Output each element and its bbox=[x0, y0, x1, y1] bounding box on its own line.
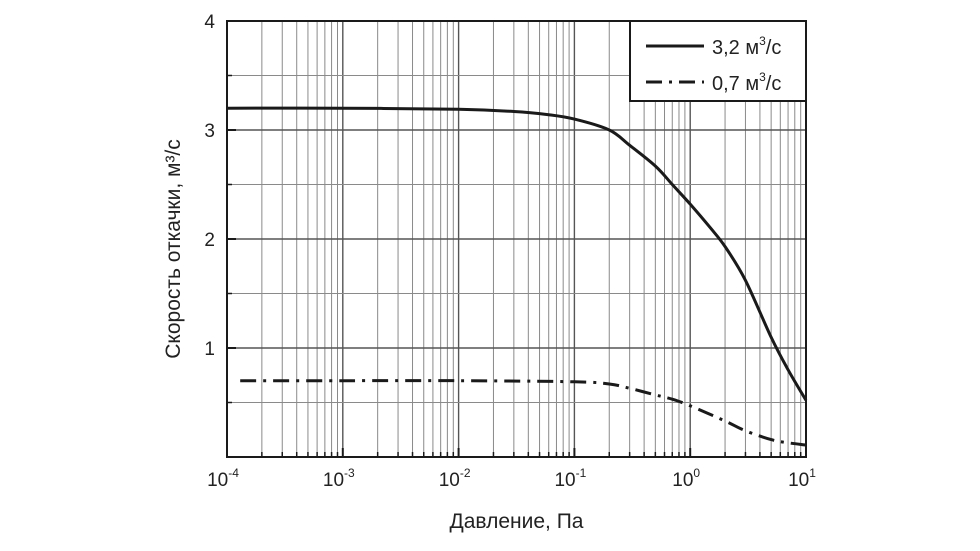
x-tick-label: 10-2 bbox=[439, 466, 471, 491]
x-axis-title: Давление, Па bbox=[450, 510, 584, 533]
series-line-2 bbox=[240, 379, 807, 447]
grid bbox=[227, 21, 806, 457]
y-tick-label: 4 bbox=[204, 12, 215, 33]
x-tick-label: 10-4 bbox=[207, 466, 239, 491]
ticks bbox=[226, 20, 807, 457]
tick-labels: 10-4 10-3 10-2 10-1 100 101 1 2 3 4 bbox=[204, 12, 816, 491]
legend-label-2: 0,7 м3/с bbox=[712, 70, 781, 95]
legend-box bbox=[629, 20, 807, 102]
y-axis-title: Скорость откачки, м³/с bbox=[162, 139, 185, 359]
x-tick-label: 101 bbox=[788, 466, 816, 491]
y-tick-label: 1 bbox=[204, 339, 215, 360]
x-tick-label: 10-1 bbox=[554, 466, 586, 491]
series-line-1 bbox=[226, 106, 808, 402]
y-tick-label: 2 bbox=[204, 230, 215, 251]
legend: 3,2 м3/с 0,7 м3/с bbox=[629, 20, 807, 102]
legend-label-1: 3,2 м3/с bbox=[712, 34, 781, 59]
series-group bbox=[226, 106, 808, 447]
x-tick-label: 100 bbox=[672, 466, 700, 491]
x-tick-label: 10-3 bbox=[323, 466, 355, 491]
y-tick-label: 3 bbox=[204, 121, 215, 142]
